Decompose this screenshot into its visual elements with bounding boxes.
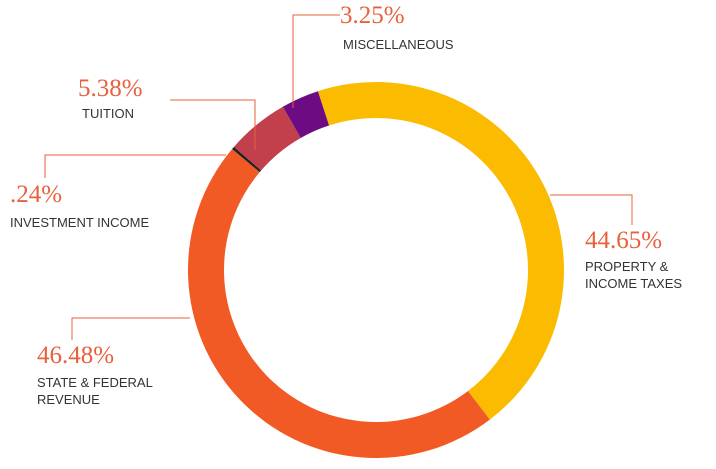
value-label: 46.48% (37, 342, 115, 369)
donut-segment (282, 91, 330, 138)
value-label: 3.25% (340, 2, 405, 29)
donut-segment (188, 148, 490, 458)
leader-line (292, 14, 340, 108)
donut-segment (232, 146, 262, 173)
value-label: 5.38% (78, 75, 143, 102)
leader-line (44, 154, 226, 178)
category-label: STATE & FEDERAL REVENUE (37, 375, 153, 407)
category-label: PROPERTY & INCOME TAXES (585, 259, 683, 291)
category-label: MISCELLANEOUS (343, 37, 454, 52)
category-label: TUITION (82, 106, 134, 121)
leader-line (170, 99, 256, 150)
value-label: .24% (10, 181, 63, 208)
category-label: INVESTMENT INCOME (10, 215, 150, 230)
donut-segment (317, 82, 564, 420)
leader-line (71, 317, 190, 340)
value-label: 44.65% (585, 227, 663, 254)
leader-line (550, 194, 633, 225)
donut-segment (233, 106, 301, 171)
